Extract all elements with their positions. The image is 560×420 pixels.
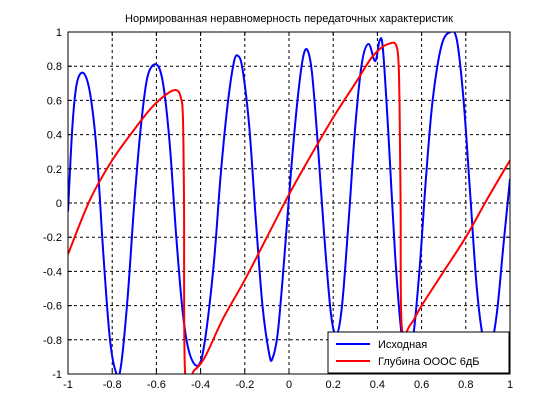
x-tick-label: -0.4 xyxy=(191,379,210,391)
legend-label-1: Исходная xyxy=(378,339,427,351)
series-line-1 xyxy=(68,32,510,374)
y-tick-label: -1 xyxy=(52,369,62,381)
chart-title: Нормированная неравномерность передаточн… xyxy=(125,13,453,25)
y-tick-label: -0.2 xyxy=(43,232,62,244)
y-tick-label: 0.8 xyxy=(47,61,62,73)
y-tick-label: 0.4 xyxy=(47,130,62,142)
legend-label-2: Глубина ОООС 6дБ xyxy=(378,356,480,368)
x-tick-label: 0 xyxy=(286,379,292,391)
y-tick-label: 0.6 xyxy=(47,95,62,107)
y-tick-label: -0.6 xyxy=(43,301,62,313)
legend-box xyxy=(327,331,510,374)
x-tick-label: -0.6 xyxy=(147,379,166,391)
x-tick-label: -0.2 xyxy=(235,379,254,391)
y-tick-label: -0.4 xyxy=(43,266,62,278)
grid xyxy=(68,32,510,374)
x-tick-label: 0.8 xyxy=(458,379,473,391)
y-tick-label: 1 xyxy=(56,27,62,39)
legend: Исходная Глубина ОООС 6дБ xyxy=(327,331,510,374)
y-tick-label: 0.2 xyxy=(47,164,62,176)
ticks: -1 -0.8 -0.6 -0.4 -0.2 0 0.2 0.4 0.6 0.8 1 1 0.8 0.6 0… xyxy=(43,27,513,391)
x-tick-label: 1 xyxy=(507,379,513,391)
x-tick-label: 0.4 xyxy=(370,379,385,391)
x-tick-label: 0.6 xyxy=(414,379,429,391)
x-tick-label: -1 xyxy=(63,379,73,391)
y-tick-label: -0.8 xyxy=(43,335,62,347)
x-tick-label: -0.8 xyxy=(103,379,122,391)
y-tick-label: 0 xyxy=(56,198,62,210)
x-tick-label: 0.2 xyxy=(326,379,341,391)
